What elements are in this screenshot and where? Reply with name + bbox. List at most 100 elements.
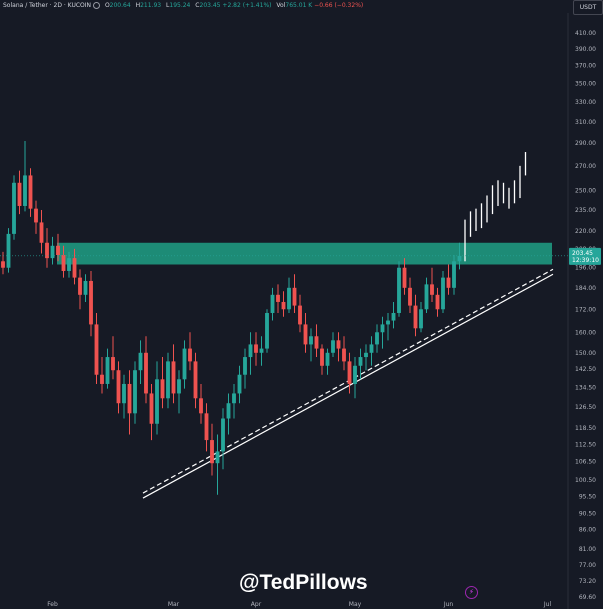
candle-body [342, 348, 346, 362]
candle-body [424, 284, 429, 310]
candle-body [199, 398, 203, 414]
market-status-icon [93, 2, 101, 9]
candle-body [6, 233, 11, 268]
candle-body [243, 357, 247, 375]
candle-body [441, 277, 445, 310]
candle-body [380, 324, 385, 333]
candle-body [391, 312, 396, 321]
x-tick-label: Jun [443, 601, 454, 608]
y-tick-label: 310.00 [575, 119, 596, 126]
candle-body [408, 287, 412, 306]
author-watermark: @TedPillows [239, 571, 368, 594]
open-value: 200.64 [109, 2, 131, 9]
candle-body [144, 352, 148, 394]
candle-body [12, 182, 16, 234]
candle-body [94, 324, 99, 375]
candle-body [122, 383, 126, 404]
candle-body [353, 365, 357, 384]
candle-body [254, 344, 258, 353]
volume-label: Vol [276, 2, 286, 9]
candle-body [298, 305, 302, 325]
candle-body [23, 175, 27, 206]
y-tick-label: 172.00 [575, 306, 596, 313]
y-tick-label: 160.00 [575, 329, 596, 336]
candle-body [100, 374, 104, 384]
candle-body [364, 352, 368, 358]
price-tag-box [569, 247, 601, 265]
candle-body [430, 284, 434, 295]
candle-body [358, 357, 363, 366]
tradingview-lightning-icon[interactable]: ⚡ [465, 586, 478, 599]
candle-body [138, 352, 143, 371]
candle-body [182, 348, 187, 380]
low-value: 195.24 [169, 2, 191, 9]
y-tick-label: 270.00 [575, 163, 596, 170]
y-tick-label: 118.50 [575, 425, 596, 432]
y-tick-label: 220.00 [575, 228, 596, 235]
y-tick-label: 77.00 [579, 562, 596, 569]
candle-body [325, 352, 330, 366]
price-tag-price: 203.45 [572, 250, 593, 257]
candle-body [34, 208, 38, 223]
price-change: +2.82 (+1.41%) [222, 2, 272, 9]
y-tick-label: 106.50 [575, 459, 596, 466]
symbol-header: Solana / Tether · 2D · KUCOIN O200.64 H2… [3, 2, 363, 9]
candle-body [116, 370, 121, 404]
candle-body [248, 344, 253, 358]
candle-body [67, 258, 71, 271]
y-tick-label: 235.00 [575, 207, 596, 214]
y-tick-label: 350.00 [575, 80, 596, 87]
y-tick-label: 142.50 [575, 366, 596, 373]
candle-body [28, 175, 33, 209]
candle-body [336, 340, 341, 349]
y-tick-label: 390.00 [575, 46, 596, 53]
volume-value: 765.01 K [285, 2, 313, 9]
candle-body [237, 374, 242, 394]
candle-body [413, 305, 418, 329]
y-tick-label: 81.00 [579, 546, 596, 553]
candle-body [435, 294, 440, 310]
candle-body [452, 261, 456, 288]
candle-body [397, 267, 401, 313]
y-tick-label: 250.00 [575, 187, 596, 194]
candle-body [331, 340, 335, 353]
y-tick-label: 150.00 [575, 350, 596, 357]
candle-body [221, 418, 225, 452]
candle-body [232, 393, 236, 404]
y-tick-label: 196.00 [575, 265, 596, 272]
y-tick-label: 95.50 [579, 493, 596, 500]
candle-body [17, 182, 22, 206]
resistance-zone [57, 242, 552, 265]
candle-body [166, 361, 170, 399]
y-tick-label: 69.60 [579, 594, 596, 601]
candle-body [419, 309, 423, 329]
y-tick-label: 134.50 [575, 384, 596, 391]
candle-body [303, 324, 308, 345]
candle-body [276, 294, 280, 302]
candle-body [320, 348, 324, 366]
candle-body [1, 261, 5, 268]
y-tick-label: 330.00 [575, 99, 596, 106]
candle-body [83, 280, 88, 295]
candle-body [50, 245, 55, 259]
candle-body [215, 451, 220, 464]
currency-button[interactable]: USDT [573, 0, 603, 15]
close-label: C [195, 2, 200, 9]
y-tick-label: 90.50 [579, 510, 596, 517]
y-tick-label: 370.00 [575, 63, 596, 70]
candle-body [177, 379, 181, 394]
candle-body [133, 370, 137, 414]
open-label: O [104, 2, 110, 9]
x-tick-label: Apr [251, 601, 262, 608]
x-tick-label: Mar [168, 601, 180, 608]
candle-body [171, 361, 176, 394]
candle-body [369, 344, 374, 353]
y-tick-label: 86.00 [579, 527, 596, 534]
candle-body [149, 393, 154, 424]
y-tick-label: 184.00 [575, 285, 596, 292]
candle-body [89, 280, 93, 325]
x-tick-label: Feb [47, 601, 58, 608]
symbol-title[interactable]: Solana / Tether · 2D · KUCOIN [3, 2, 92, 9]
candle-body [188, 348, 192, 362]
